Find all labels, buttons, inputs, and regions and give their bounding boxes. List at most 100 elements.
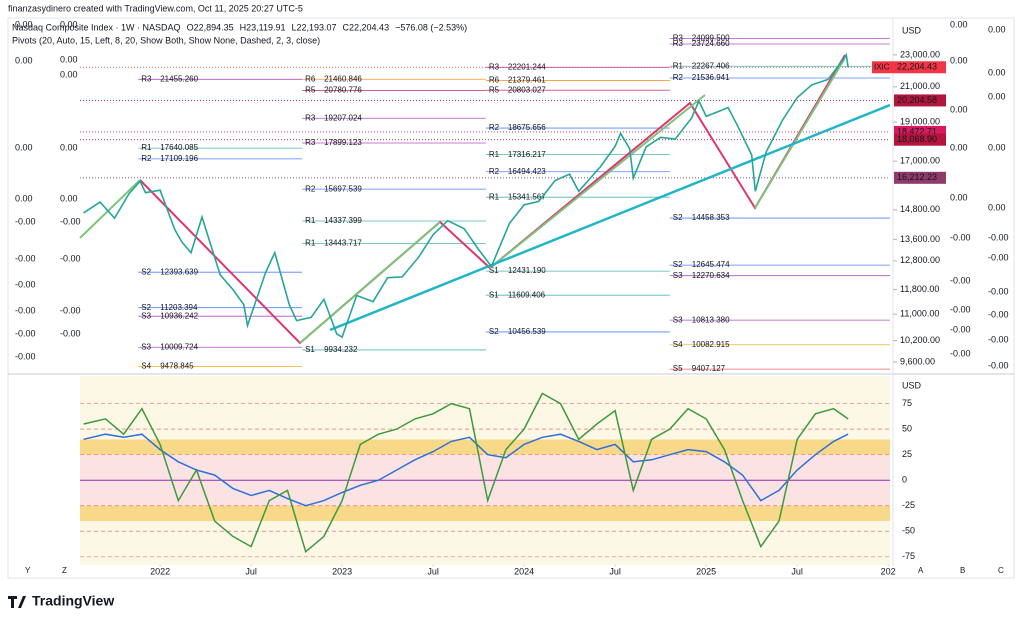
pivot-value: 21379.461	[508, 76, 546, 85]
zone-band	[80, 439, 890, 455]
pivot-name: R1	[305, 216, 316, 225]
scale-label: 0.00	[950, 19, 968, 29]
scale-label: 0.00	[60, 19, 78, 29]
pivot-value: 10456.539	[508, 327, 546, 336]
symbol-tag-label: IXIC	[874, 62, 890, 71]
scale-label: -0.00	[988, 232, 1009, 242]
toolbar-button[interactable]: Y	[25, 566, 31, 575]
pivot-name: R6	[489, 76, 500, 85]
green-trend	[299, 221, 441, 344]
pivot-name: R5	[489, 85, 500, 94]
scale-label: 0.00	[15, 19, 33, 29]
pivot-value: 15697.539	[324, 184, 362, 193]
pivot-value: 18675.656	[508, 123, 546, 132]
pivot-value: 20803.027	[508, 85, 546, 94]
y-tick-label: 21,000.00	[900, 81, 940, 91]
pivot-value: 9934.232	[324, 345, 358, 354]
scale-label: 0.00	[950, 104, 968, 114]
pivot-value: 20780.776	[324, 86, 362, 95]
scale-label: 0.00	[988, 24, 1006, 34]
pivot-value: 17640.085	[160, 143, 198, 152]
price-tag	[894, 171, 946, 184]
pivot-name: S2	[673, 213, 683, 222]
pivot-value: 17109.196	[160, 154, 198, 163]
pivot-name: S3	[141, 311, 151, 320]
scale-label: -0.00	[988, 360, 1009, 370]
header-close: C22,204.43	[343, 22, 390, 32]
scale-label: 0.00	[60, 54, 78, 64]
price-tag	[894, 61, 946, 74]
scale-label: -0.00	[15, 216, 36, 226]
scale-label: 0.00	[15, 55, 33, 65]
pivot-value: 21460.846	[324, 74, 362, 83]
x-tick-label: Jul	[245, 566, 257, 576]
pivot-name: R3	[141, 74, 152, 83]
y-tick-label: 11,000.00	[900, 309, 939, 319]
pivot-value: 12645.474	[692, 260, 730, 269]
pivot-value: 17316.217	[508, 150, 546, 159]
y-tick-label: 13,600.00	[900, 234, 940, 244]
pivot-name: R3	[673, 34, 684, 43]
header-low: L22,193.07	[291, 22, 336, 32]
pivot-name: S2	[673, 260, 683, 269]
toolbar-button[interactable]: B	[960, 566, 965, 575]
pivot-value: 9407.127	[692, 364, 726, 373]
y-tick-label: 25	[902, 449, 912, 459]
pivot-value: 15341.567	[508, 192, 546, 201]
zone-band	[80, 505, 890, 522]
pivot-name: R3	[305, 138, 316, 147]
pivot-value: 11609.406	[508, 290, 546, 299]
pivot-value: 10009.724	[160, 342, 198, 351]
pivot-name: R1	[673, 61, 684, 70]
pivot-value: 17899.123	[324, 138, 362, 147]
scale-label: -0.00	[988, 286, 1009, 296]
pivot-value: 10082.915	[692, 340, 730, 349]
pivot-name: S1	[305, 345, 315, 354]
pivot-name: S5	[673, 364, 683, 373]
scale-label: 0.00	[950, 55, 968, 65]
y-tick-label: -75	[902, 551, 915, 561]
header-change: −576.08 (−2.53%)	[395, 22, 467, 32]
pivot-value: 14337.399	[324, 216, 362, 225]
scale-label: -0.00	[988, 252, 1009, 262]
header-high: H23,119.91	[240, 22, 286, 32]
pivot-name: R1	[489, 192, 500, 201]
green-trend	[754, 57, 846, 209]
logo: TradingView	[8, 593, 114, 609]
scale-label: -0.00	[988, 309, 1009, 319]
scale-label: -0.00	[60, 216, 81, 226]
y-tick-label: 0	[902, 475, 907, 485]
green-trend	[489, 94, 706, 269]
pivot-name: R2	[673, 73, 684, 82]
pivot-name: S2	[489, 327, 499, 336]
pivot-value: 22267.406	[692, 61, 730, 70]
zone-band	[80, 376, 890, 440]
scale-label: -0.00	[15, 328, 36, 338]
pivot-value: 24099.500	[692, 34, 730, 43]
scale-label: -0.00	[988, 334, 1009, 344]
y-tick-label: 9,600.00	[900, 356, 935, 366]
scale-label: 0.00	[15, 193, 33, 203]
pivot-name: S1	[489, 266, 499, 275]
pivot-name: S3	[673, 271, 683, 280]
pivot-name: R1	[141, 143, 152, 152]
pivot-name: R5	[305, 86, 316, 95]
pivot-name: R3	[305, 113, 316, 122]
x-tick-label: Jul	[427, 566, 439, 576]
pivot-name: R1	[305, 239, 316, 248]
scale-label: -0.00	[950, 324, 971, 334]
pivot-name: S3	[673, 315, 683, 324]
y-tick-label: 75	[902, 398, 912, 408]
scale-label: 0.00	[60, 193, 78, 203]
x-tick-label: 2022	[150, 566, 170, 576]
header-open: O22,894.35	[187, 22, 234, 32]
toolbar-button[interactable]: A	[918, 566, 924, 575]
pivot-name: S1	[489, 290, 499, 299]
toolbar-button[interactable]: Z	[62, 566, 67, 575]
y-tick-label: 12,800.00	[900, 255, 940, 265]
pivot-value: 16494.423	[508, 167, 546, 176]
pivot-value: 13443.717	[324, 239, 362, 248]
toolbar-button[interactable]: C	[998, 566, 1004, 575]
y-tick-label: 10,200.00	[900, 335, 940, 345]
